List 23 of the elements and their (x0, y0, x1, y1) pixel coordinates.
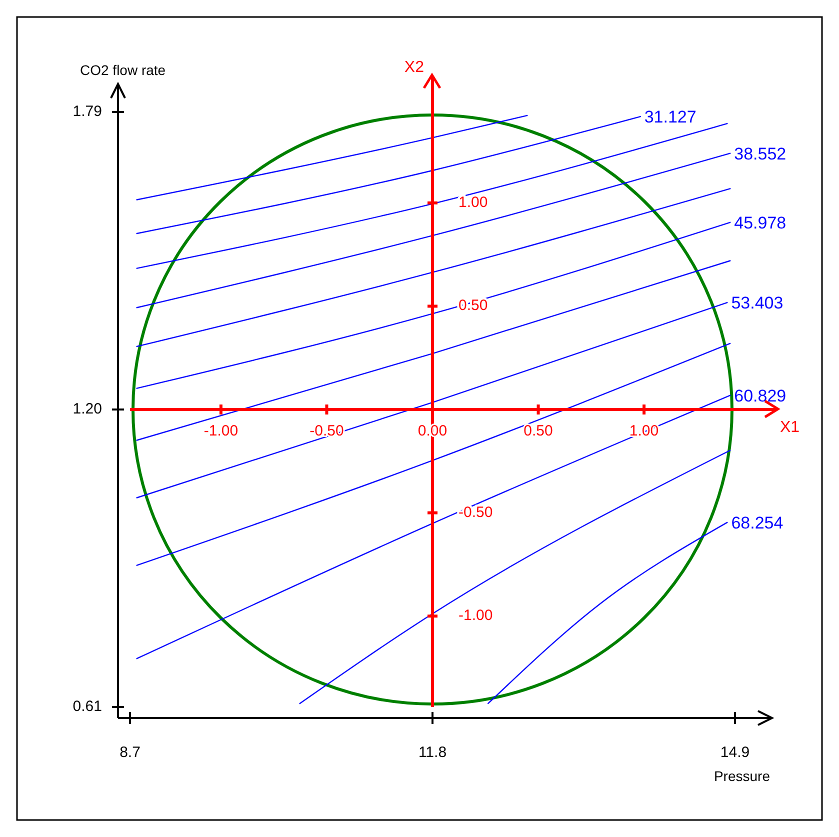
x-tick-label: 8.7 (120, 744, 140, 761)
x2-tick-label: -1.00 (204, 422, 238, 440)
series-label: 45.978 (734, 213, 786, 232)
x2-tick-label: 0.50 (524, 422, 553, 440)
series-label: 68.254 (731, 513, 784, 532)
y2-tick-label: -1.00 (458, 607, 493, 624)
y2-axis-title: X2 (404, 59, 424, 76)
x-tick-label: 14.9 (720, 744, 750, 761)
series-label: 60.829 (734, 386, 786, 406)
x-tick-label: 11.8 (418, 744, 447, 761)
y2-tick-label: 0.50 (458, 297, 488, 314)
series-label: 53.403 (731, 294, 784, 313)
y-tick-label: 1.20 (72, 400, 102, 418)
y-tick-label: 1.79 (72, 102, 102, 120)
x-axis-title: Pressure (714, 768, 770, 784)
y2-tick-label: -0.50 (458, 504, 493, 521)
x2-tick-label: -0.50 (310, 422, 344, 440)
y2-tick-label: 1.00 (458, 194, 488, 211)
series-label: 38.552 (734, 144, 786, 164)
series-label: 31.127 (644, 108, 696, 127)
y-axis-title: CO2 flow rate (80, 62, 166, 78)
x2-axis-title: X1 (780, 419, 800, 436)
y-tick-label: 0.61 (72, 698, 102, 715)
